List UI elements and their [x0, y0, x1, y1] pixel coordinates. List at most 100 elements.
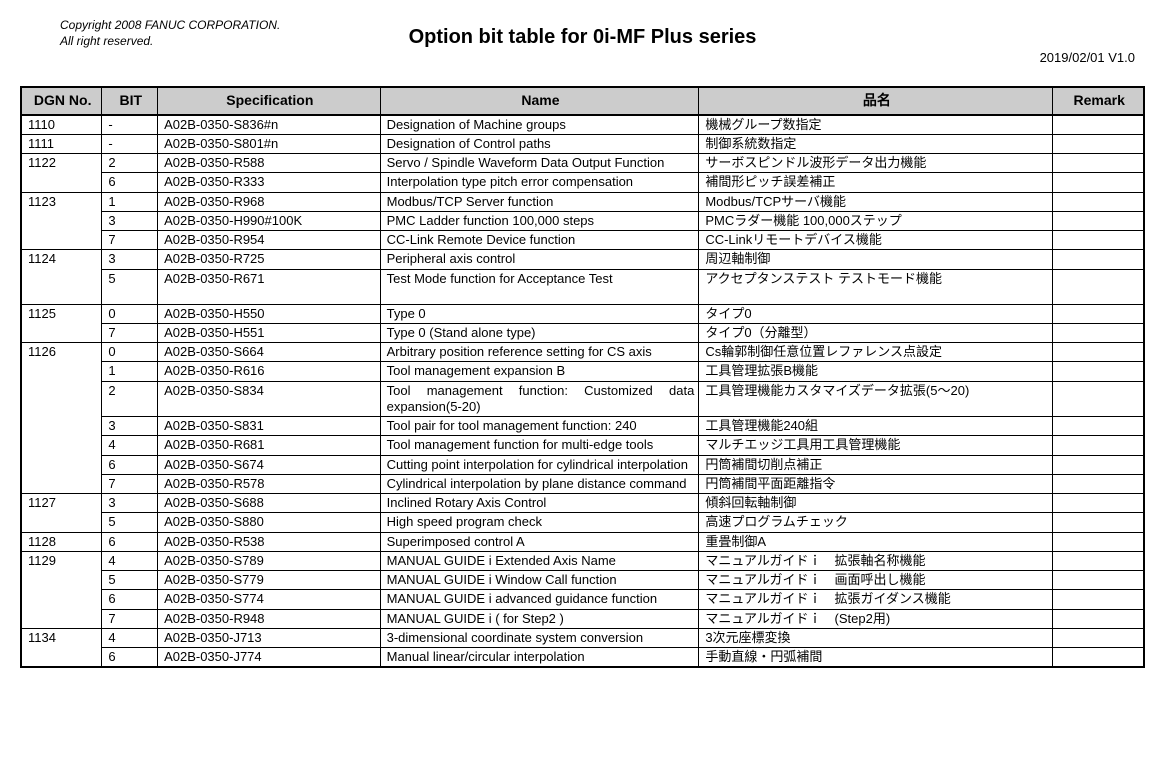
cell-spec: A02B-0350-R333 [158, 173, 381, 192]
cell-bit: 7 [102, 474, 158, 493]
cell-name: Cylindrical interpolation by plane dista… [380, 474, 699, 493]
cell-name: Modbus/TCP Server function [380, 192, 699, 211]
cell-name: Type 0 (Stand alone type) [380, 323, 699, 342]
cell-jname: マニュアルガイドｉ 拡張軸名称機能 [699, 551, 1053, 570]
cell-dgn: 1127 [21, 494, 102, 533]
cell-jname: アクセプタンステスト テストモード機能 [699, 269, 1053, 304]
cell-remark [1053, 474, 1144, 493]
table-row: 11222A02B-0350-R588Servo / Spindle Wavef… [21, 154, 1144, 173]
table-row: 11243A02B-0350-R725Peripheral axis contr… [21, 250, 1144, 269]
cell-name: High speed program check [380, 513, 699, 532]
cell-remark [1053, 494, 1144, 513]
cell-name: Tool management function for multi-edge … [380, 436, 699, 455]
cell-remark [1053, 154, 1144, 173]
cell-remark [1053, 323, 1144, 342]
cell-bit: 0 [102, 343, 158, 362]
table-row: 1110-A02B-0350-S836#nDesignation of Mach… [21, 115, 1144, 135]
cell-jname: 高速プログラムチェック [699, 513, 1053, 532]
cell-jname: 円筒補間平面距離指令 [699, 474, 1053, 493]
cell-bit: 2 [102, 154, 158, 173]
cell-spec: A02B-0350-S836#n [158, 115, 381, 135]
cell-jname: 円筒補間切削点補正 [699, 455, 1053, 474]
table-row: 7A02B-0350-R954CC-Link Remote Device fun… [21, 231, 1144, 250]
cell-bit: 5 [102, 269, 158, 304]
cell-jname: タイプ0（分離型） [699, 323, 1053, 342]
cell-dgn: 1125 [21, 304, 102, 343]
cell-dgn: 1134 [21, 628, 102, 667]
cell-name: Tool management expansion B [380, 362, 699, 381]
cell-spec: A02B-0350-R578 [158, 474, 381, 493]
table-row: 3A02B-0350-S831Tool pair for tool manage… [21, 417, 1144, 436]
table-row: 6A02B-0350-R333Interpolation type pitch … [21, 173, 1144, 192]
cell-name: Type 0 [380, 304, 699, 323]
cell-jname: 工具管理機能カスタマイズデータ拡張(5～20) [699, 381, 1053, 417]
cell-bit: 4 [102, 551, 158, 570]
cell-dgn: 1110 [21, 115, 102, 135]
table-row: 2A02B-0350-S834Tool management function:… [21, 381, 1144, 417]
cell-bit: - [102, 115, 158, 135]
cell-spec: A02B-0350-S774 [158, 590, 381, 609]
cell-name: Peripheral axis control [380, 250, 699, 269]
cell-spec: A02B-0350-R725 [158, 250, 381, 269]
cell-remark [1053, 304, 1144, 323]
col-bit: BIT [102, 87, 158, 115]
cell-jname: マニュアルガイドｉ 拡張ガイダンス機能 [699, 590, 1053, 609]
cell-spec: A02B-0350-S779 [158, 571, 381, 590]
cell-remark [1053, 134, 1144, 153]
cell-remark [1053, 211, 1144, 230]
cell-name: Arbitrary position reference setting for… [380, 343, 699, 362]
cell-jname: 周辺軸制御 [699, 250, 1053, 269]
cell-name: Test Mode function for Acceptance Test [380, 269, 699, 304]
cell-remark [1053, 417, 1144, 436]
table-row: 3A02B-0350-H990#100KPMC Ladder function … [21, 211, 1144, 230]
cell-remark [1053, 455, 1144, 474]
table-row: 7A02B-0350-R948MANUAL GUIDE i ( for Step… [21, 609, 1144, 628]
cell-name: Interpolation type pitch error compensat… [380, 173, 699, 192]
cell-name: 3-dimensional coordinate system conversi… [380, 628, 699, 647]
cell-jname: タイプ0 [699, 304, 1053, 323]
col-jname: 品名 [699, 87, 1053, 115]
cell-bit: 3 [102, 211, 158, 230]
table-row: 1111-A02B-0350-S801#nDesignation of Cont… [21, 134, 1144, 153]
table-row: 6A02B-0350-S674Cutting point interpolati… [21, 455, 1144, 474]
cell-jname: マニュアルガイドｉ (Step2用) [699, 609, 1053, 628]
cell-jname: PMCラダー機能 100,000ステップ [699, 211, 1053, 230]
cell-spec: A02B-0350-R681 [158, 436, 381, 455]
cell-name: MANUAL GUIDE i advanced guidance functio… [380, 590, 699, 609]
cell-spec: A02B-0350-S834 [158, 381, 381, 417]
cell-bit: 6 [102, 590, 158, 609]
table-row: 1A02B-0350-R616Tool management expansion… [21, 362, 1144, 381]
version-label: 2019/02/01 V1.0 [1040, 50, 1135, 65]
cell-spec: A02B-0350-S801#n [158, 134, 381, 153]
cell-remark [1053, 532, 1144, 551]
cell-remark [1053, 571, 1144, 590]
cell-spec: A02B-0350-J774 [158, 648, 381, 668]
cell-bit: 3 [102, 250, 158, 269]
cell-bit: 7 [102, 231, 158, 250]
cell-name: Tool pair for tool management function: … [380, 417, 699, 436]
cell-jname: マニュアルガイドｉ 画面呼出し機能 [699, 571, 1053, 590]
cell-bit: 4 [102, 628, 158, 647]
table-body: 1110-A02B-0350-S836#nDesignation of Mach… [21, 115, 1144, 668]
cell-remark [1053, 250, 1144, 269]
cell-jname: CC-Linkリモートデバイス機能 [699, 231, 1053, 250]
cell-spec: A02B-0350-R948 [158, 609, 381, 628]
cell-spec: A02B-0350-R671 [158, 269, 381, 304]
cell-jname: 傾斜回転軸制御 [699, 494, 1053, 513]
cell-dgn: 1124 [21, 250, 102, 304]
cell-dgn: 1123 [21, 192, 102, 250]
col-remark: Remark [1053, 87, 1144, 115]
col-dgn: DGN No. [21, 87, 102, 115]
cell-jname: サーボスピンドル波形データ出力機能 [699, 154, 1053, 173]
cell-remark [1053, 269, 1144, 304]
cell-remark [1053, 362, 1144, 381]
option-bit-table: DGN No. BIT Specification Name 品名 Remark… [20, 86, 1145, 668]
cell-spec: A02B-0350-R968 [158, 192, 381, 211]
table-row: 11286A02B-0350-R538Superimposed control … [21, 532, 1144, 551]
cell-jname: 工具管理機能240組 [699, 417, 1053, 436]
cell-spec: A02B-0350-S688 [158, 494, 381, 513]
cell-remark [1053, 231, 1144, 250]
cell-jname: 機械グループ数指定 [699, 115, 1053, 135]
cell-remark [1053, 628, 1144, 647]
cell-bit: 2 [102, 381, 158, 417]
